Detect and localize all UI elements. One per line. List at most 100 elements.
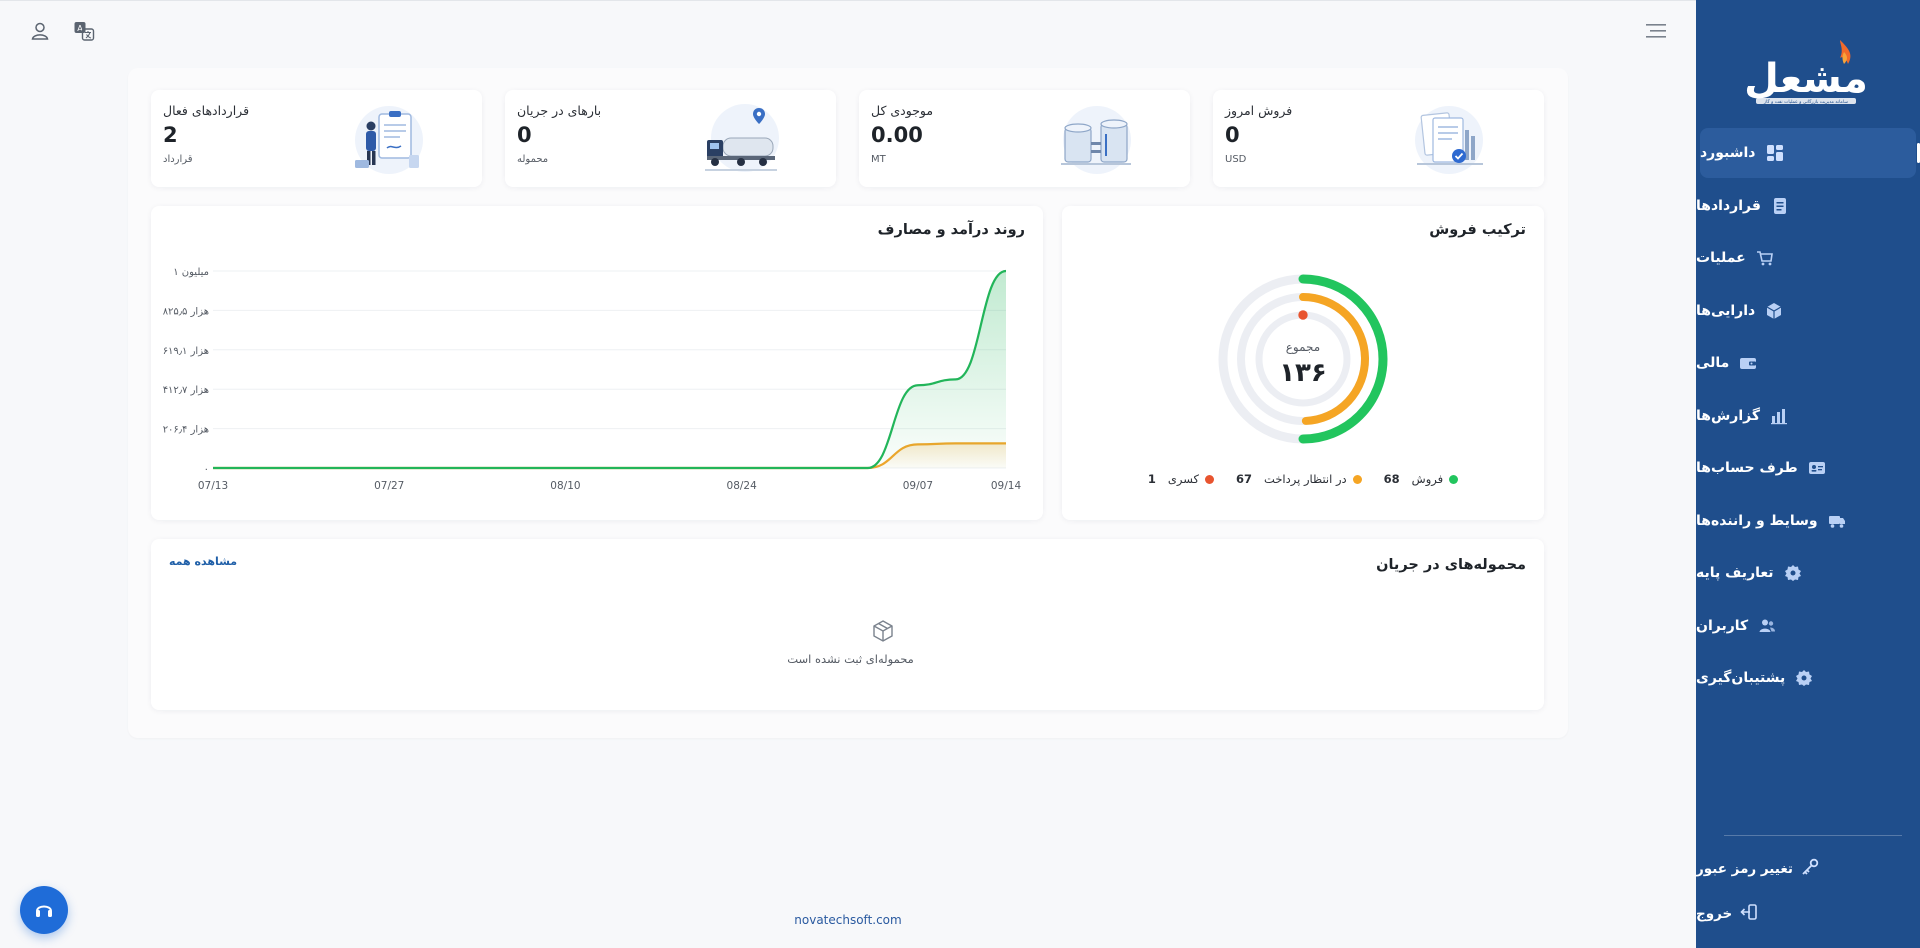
truck-icon [1828,512,1846,530]
logo-text: مشعل [1744,56,1868,102]
sales-mix-title: ترکیب فروش [1429,222,1526,238]
users-icon [1758,617,1776,635]
legend-item-pending-payment: در انتظار پرداخت 67 [1236,472,1362,486]
logo-mark: مشعل سامانه مدیریت بازرگانی و عملیات نفت… [1744,40,1868,105]
legend-value: 1 [1147,472,1156,486]
sidebar-item-contracts[interactable]: قراردادها [1696,181,1920,231]
sidebar-item-label: قراردادها [1696,197,1761,214]
y-tick-label: هزار ۲۰۶٫۴ [163,425,209,436]
stat-card-sales-today[interactable]: فروش امروز 0 USD [1213,90,1544,187]
shipments-title: محموله‌های در جریان [1376,557,1526,573]
legend-value: 67 [1236,472,1253,486]
sidebar-item-label: عملیات [1696,250,1746,266]
sidebar-item-operations[interactable]: عملیات [1696,233,1920,283]
ring-value-arc [1298,274,1388,444]
logout-link[interactable]: خروج [1696,903,1920,925]
contact-card-icon [1808,459,1826,477]
gear-icon [1795,669,1813,687]
key-icon [1801,858,1819,880]
stat-value: 0.00 [871,123,923,147]
sidebar-item-label: کاربران [1696,617,1749,634]
revenue-expense-chart-card: روند درآمد و مصارف میلیون ۱ هزار ۸۲۵٫۵ هزا… [151,206,1043,520]
headset-icon [36,905,52,917]
stat-card-shipments-in-progress[interactable]: بارهای در جریان 0 محموله [505,90,836,187]
top-bar: A [0,0,1696,60]
legend-dot [1205,474,1215,484]
ring-value-arc [1299,293,1369,425]
sidebar-item-finance[interactable]: مالی [1696,338,1920,388]
bar-chart-icon [1770,407,1788,425]
legend-value: 68 [1383,472,1400,486]
x-tick-label: 09/14 [991,480,1022,492]
footer-link[interactable]: novatechsoft.com [794,913,902,927]
svg-text:A: A [77,24,83,33]
sales-mix-donut-chart: مجموع ۱۳۶ [1218,274,1388,444]
x-tick-label: 08/24 [727,480,758,492]
view-all-link[interactable]: مشاهده همه [169,555,238,568]
box-icon [1765,302,1783,320]
legend-label: فروش [1411,472,1444,486]
stat-title: موجودی کل [871,103,934,118]
sidebar-item-label: داشبورد [1700,145,1756,161]
sales-document-illustration [1409,100,1489,178]
stat-value: 2 [163,123,178,147]
legend-item-shortage: کسری 1 [1147,472,1215,486]
sidebar-item-label: وسایط و راننده‌ها [1696,512,1818,529]
stat-title: بارهای در جریان [517,103,602,118]
stat-value: 0 [1225,123,1240,147]
dashboard-icon [1766,144,1784,162]
legend-dot [1352,474,1362,484]
x-tick-label: 09/07 [903,480,933,492]
gear-icon [1784,564,1802,582]
donut-center-value: ۱۳۶ [1279,358,1327,388]
legend-dot [1449,474,1459,484]
box-icon [871,619,895,643]
legend-item-sales: فروش 68 [1383,472,1459,486]
stat-unit: قرارداد [163,154,193,165]
sidebar-item-vehicles-drivers[interactable]: وسایط و راننده‌ها [1696,496,1920,546]
y-tick-label: هزار ۸۲۵٫۵ [163,306,209,317]
sidebar-item-backup[interactable]: پشتیبان‌گیری [1696,653,1920,703]
sidebar-item-label: طرف حساب‌ها [1696,460,1798,476]
logout-icon [1740,903,1758,925]
stat-unit: MT [871,154,886,165]
app-logo[interactable]: مشعل سامانه مدیریت بازرگانی و عملیات نفت… [1736,34,1876,110]
y-tick-label: هزار ۴۱۲٫۷ [163,385,209,396]
stat-title: قراردادهای فعال [163,103,250,118]
logo-tagline: سامانه مدیریت بازرگانی و عملیات نفت و گا… [1763,98,1848,105]
series-line [213,269,1007,470]
contract-illustration [347,100,427,178]
sidebar-item-label: تعاریف پایه [1696,565,1774,581]
sidebar-item-assets[interactable]: دارایی‌ها [1696,286,1920,336]
sidebar-nav: داشبورد قراردادها عملیات دارایی‌ها مالی … [1696,128,1920,706]
change-password-link[interactable]: تغییر رمز عبور [1696,858,1920,880]
logout-label: خروج [1696,906,1733,922]
y-tick-label: هزار ۶۱۹٫۱ [163,346,209,357]
stat-unit: محموله [517,154,549,165]
sidebar-item-users[interactable]: کاربران [1696,601,1920,651]
stat-card-active-contracts[interactable]: قراردادهای فعال 2 قرارداد [151,90,482,187]
sidebar-item-reports[interactable]: گزارش‌ها [1696,391,1920,441]
y-tick-label: ۰ [204,464,209,475]
main-content: قراردادهای فعال 2 قرارداد بارهای در جریا… [128,68,1568,738]
support-chat-button[interactable] [20,886,68,934]
sidebar-item-label: پشتیبان‌گیری [1696,670,1786,686]
stat-title: فروش امروز [1225,103,1293,118]
wallet-icon [1739,354,1757,372]
tanker-truck-illustration [701,100,781,178]
stat-unit: USD [1225,154,1247,165]
user-icon[interactable] [28,19,52,43]
sidebar-item-counterparties[interactable]: طرف حساب‌ها [1696,443,1920,493]
sidebar-item-label: مالی [1696,355,1730,371]
legend-label: در انتظار پرداخت [1264,472,1347,486]
revenue-chart-title: روند درآمد و مصارف [877,222,1025,238]
document-icon [1771,197,1789,215]
y-tick-label: میلیون ۱ [173,267,209,278]
stat-card-total-inventory[interactable]: موجودی کل 0.00 MT [859,90,1190,187]
x-tick-label: 07/13 [198,480,228,492]
sidebar-item-base-definitions[interactable]: تعاریف پایه [1696,548,1920,598]
translate-icon[interactable]: A [72,19,96,43]
cart-icon [1756,249,1774,267]
hamburger-icon[interactable] [1644,19,1668,43]
sidebar-item-dashboard[interactable]: داشبورد [1700,128,1920,178]
